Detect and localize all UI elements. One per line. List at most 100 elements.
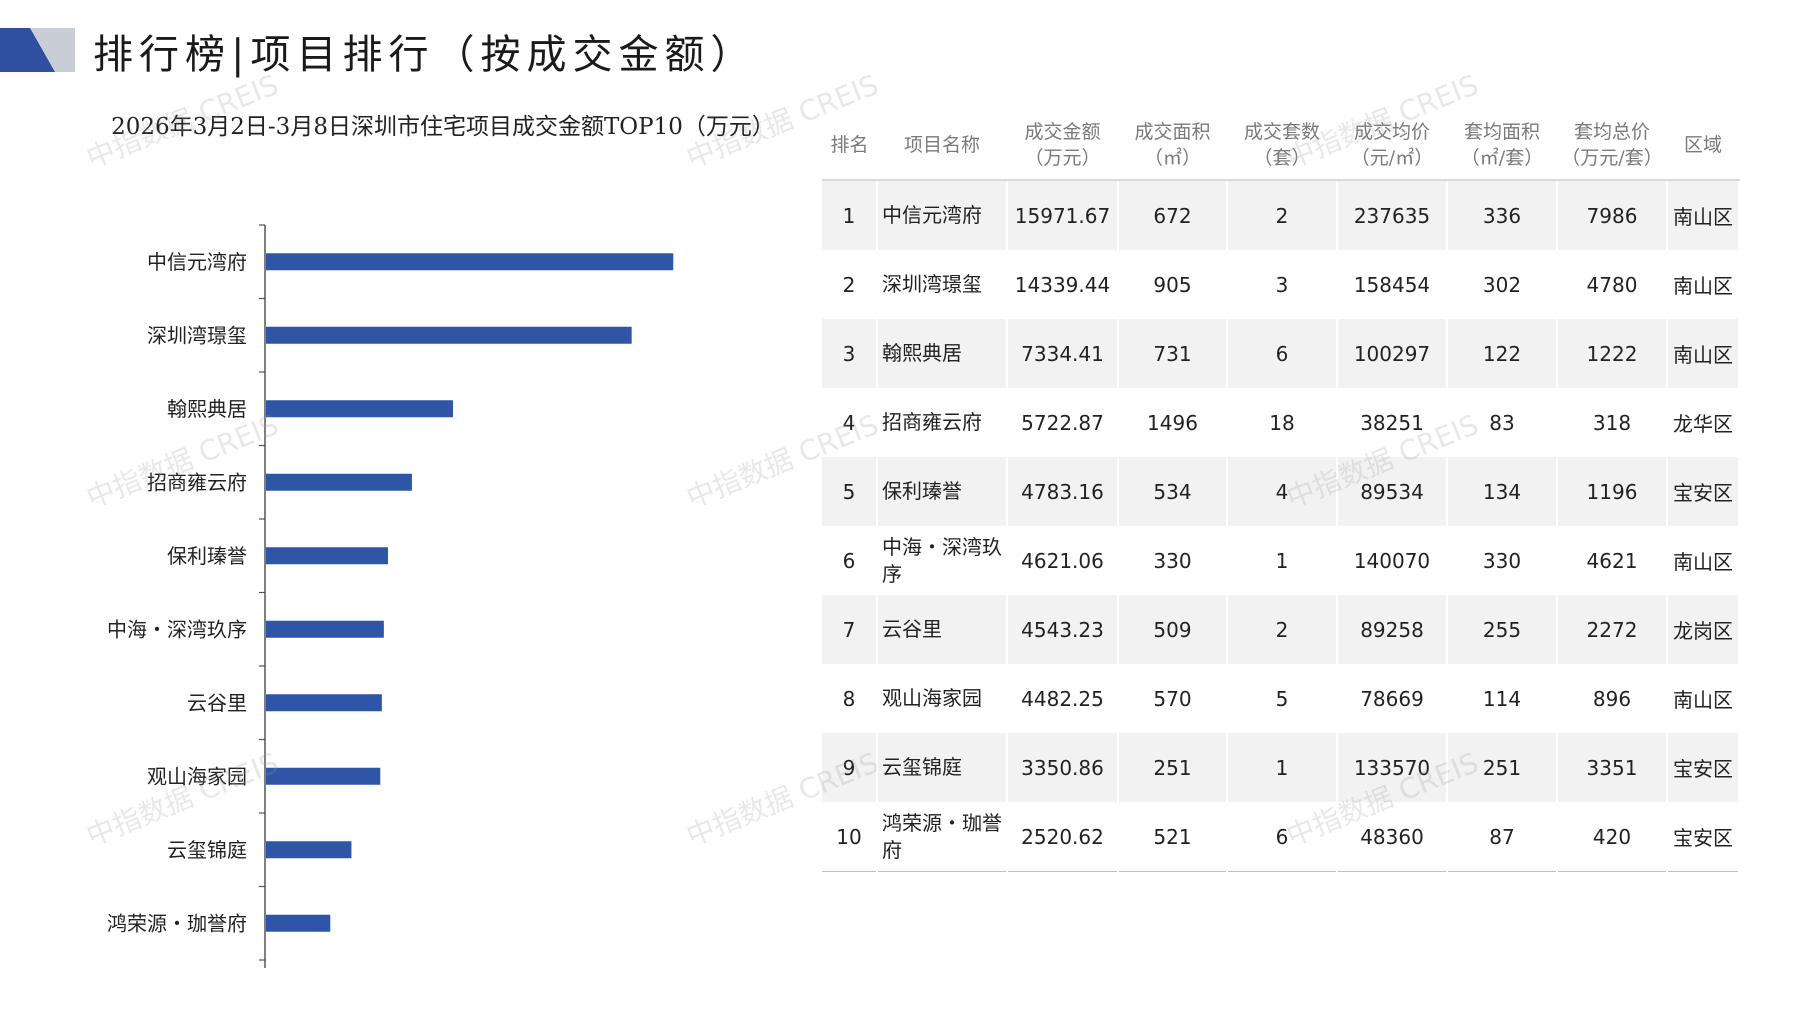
value-cell: 1	[1227, 526, 1338, 595]
value-cell: 4482.25	[1007, 664, 1119, 733]
value-cell: 140070	[1337, 526, 1448, 595]
header-decoration	[0, 28, 75, 72]
region-cell: 南山区	[1667, 664, 1740, 733]
value-cell: 83	[1447, 388, 1558, 457]
project-name-cell: 翰熙典居	[877, 319, 1008, 388]
table-row: 8 观山海家园 4482.25 570 5 78669 114 896 南山区	[822, 664, 1740, 733]
project-name-cell: 深圳湾璟玺	[877, 250, 1008, 319]
value-cell: 4621.06	[1007, 526, 1119, 595]
value-cell: 87	[1447, 802, 1558, 872]
value-cell: 330	[1118, 526, 1228, 595]
value-cell: 114	[1447, 664, 1558, 733]
y-tick-label: 云谷里	[187, 691, 247, 715]
table-header-text: （万元）	[1024, 147, 1101, 169]
table-row: 10 鸿荣源・珈誉府 2520.62 521 6 48360 87 420 宝安区	[822, 802, 1740, 872]
bar	[266, 694, 382, 712]
value-cell: 534	[1118, 457, 1228, 526]
value-cell: 330	[1447, 526, 1558, 595]
table-header-text: （万元/套）	[1561, 147, 1663, 169]
value-cell: 302	[1447, 250, 1558, 319]
region-cell: 南山区	[1667, 526, 1740, 595]
table-header-cell: 成交金额 （万元）	[1007, 111, 1118, 181]
project-name-cell: 招商雍云府	[877, 388, 1008, 457]
y-tick-label: 鸿荣源・珈誉府	[107, 911, 247, 935]
y-tick-label: 保利瑧誉	[167, 544, 247, 568]
table-header-text: 项目名称	[903, 134, 980, 156]
table-row: 7 云谷里 4543.23 509 2 89258 255 2272 龙岗区	[822, 595, 1740, 664]
value-cell: 237635	[1337, 180, 1448, 250]
project-name-cell: 观山海家园	[877, 664, 1008, 733]
table-row: 9 云玺锦庭 3350.86 251 1 133570 251 3351 宝安区	[822, 733, 1740, 802]
value-cell: 521	[1118, 802, 1228, 872]
value-cell: 336	[1447, 180, 1558, 250]
value-cell: 158454	[1337, 250, 1448, 319]
region-cell: 宝安区	[1667, 802, 1740, 872]
value-cell: 896	[1557, 664, 1668, 733]
value-cell: 100297	[1337, 319, 1448, 388]
bar	[266, 620, 384, 638]
project-name-cell: 云谷里	[877, 595, 1008, 664]
y-tick-label: 翰熙典居	[167, 397, 247, 421]
project-name-cell: 保利瑧誉	[877, 457, 1008, 526]
value-cell: 4780	[1557, 250, 1668, 319]
bar	[266, 841, 352, 859]
table-header-cell: 套均总价 （万元/套）	[1557, 111, 1667, 181]
value-cell: 4	[1227, 457, 1338, 526]
value-cell: 905	[1118, 250, 1228, 319]
project-name-cell: 鸿荣源・珈誉府	[877, 802, 1008, 872]
table-body: 1 中信元湾府 15971.67 672 2 237635 336 7986 南山区 2 深圳湾璟玺…	[822, 180, 1740, 872]
table-row: 1 中信元湾府 15971.67 672 2 237635 336 7986 南山区	[822, 180, 1740, 250]
value-cell: 255	[1447, 595, 1558, 664]
chart-title: 2026年3月2日-3月8日深圳市住宅项目成交金额TOP10（万元）	[111, 114, 775, 140]
table-row: 5 保利瑧誉 4783.16 534 4 89534 134 1196 宝安区	[822, 457, 1740, 526]
region-cell: 龙岗区	[1667, 595, 1740, 664]
value-cell: 1222	[1557, 319, 1668, 388]
rank-cell: 8	[822, 664, 878, 733]
value-cell: 48360	[1337, 802, 1448, 872]
table-header-cell: 套均面积 （㎡/套）	[1447, 111, 1557, 181]
ranking-table: 排名 项目名称 成交金额 （万元） 成交面积 （㎡） 成交套数 （套） 成交均价 （元/㎡） 套均面…	[822, 111, 1740, 872]
table-header-cell: 项目名称	[877, 111, 1007, 181]
value-cell: 509	[1118, 595, 1228, 664]
value-cell: 38251	[1337, 388, 1448, 457]
bar	[266, 400, 454, 418]
value-cell: 133570	[1337, 733, 1448, 802]
project-name-cell: 中海・深湾玖序	[877, 526, 1008, 595]
value-cell: 7986	[1557, 180, 1668, 250]
value-cell: 78669	[1337, 664, 1448, 733]
value-cell: 731	[1118, 319, 1228, 388]
region-cell: 南山区	[1667, 250, 1740, 319]
region-cell: 南山区	[1667, 180, 1740, 250]
value-cell: 2	[1227, 180, 1338, 250]
table-header-text: 成交金额	[1024, 121, 1101, 143]
table-header-text: 成交套数	[1243, 121, 1320, 143]
value-cell: 2272	[1557, 595, 1668, 664]
y-tick-label: 观山海家园	[147, 764, 247, 788]
value-cell: 570	[1118, 664, 1228, 733]
value-cell: 4543.23	[1007, 595, 1119, 664]
value-cell: 89534	[1337, 457, 1448, 526]
table-header-row: 排名 项目名称 成交金额 （万元） 成交面积 （㎡） 成交套数 （套） 成交均价 （元/㎡） 套均面…	[822, 111, 1739, 181]
table-row: 2 深圳湾璟玺 14339.44 905 3 158454 302 4780 南山区	[822, 250, 1740, 319]
table-header-cell: 区域	[1667, 111, 1739, 181]
table-header-text: （套）	[1253, 147, 1311, 169]
y-tick-label: 招商雍云府	[147, 470, 247, 494]
region-cell: 南山区	[1667, 319, 1740, 388]
project-name-cell: 云玺锦庭	[877, 733, 1008, 802]
value-cell: 7334.41	[1007, 319, 1119, 388]
value-cell: 1	[1227, 733, 1338, 802]
table-row: 3 翰熙典居 7334.41 731 6 100297 122 1222 南山区	[822, 319, 1740, 388]
value-cell: 3	[1227, 250, 1338, 319]
table-header-cell: 成交面积 （㎡）	[1118, 111, 1227, 181]
table-header-cell: 成交均价 （元/㎡）	[1337, 111, 1447, 181]
bar	[266, 253, 674, 271]
value-cell: 251	[1118, 733, 1228, 802]
table-header-text: （㎡/套）	[1460, 147, 1544, 169]
rank-cell: 6	[822, 526, 878, 595]
table-header-text: （元/㎡）	[1350, 147, 1434, 169]
bar	[266, 767, 381, 785]
table-header-cell: 排名	[822, 111, 877, 181]
value-cell: 2520.62	[1007, 802, 1119, 872]
value-cell: 5722.87	[1007, 388, 1119, 457]
value-cell: 14339.44	[1007, 250, 1119, 319]
